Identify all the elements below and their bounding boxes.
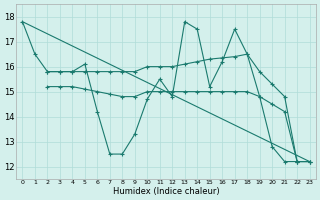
X-axis label: Humidex (Indice chaleur): Humidex (Indice chaleur) [113,187,219,196]
